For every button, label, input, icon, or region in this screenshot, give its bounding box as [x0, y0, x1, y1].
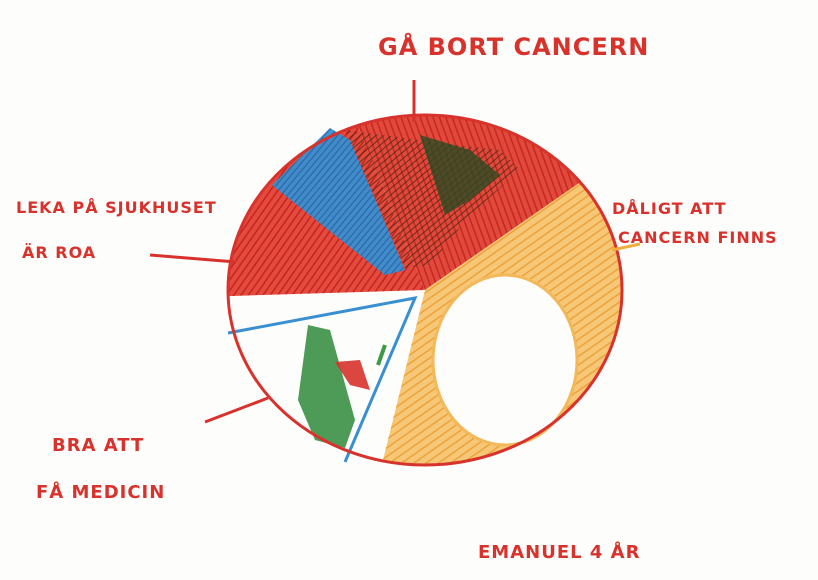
signature: EMANUEL 4 ÅR — [478, 540, 640, 563]
green-stroke — [376, 344, 387, 366]
label-bottom-line1: BRA ATT — [52, 435, 144, 456]
label-top: GÅ BORT CANCERN — [378, 32, 649, 61]
label-left-line1: LEKA PÅ SJUKHUSET — [16, 198, 217, 217]
green-medicine-scribble — [298, 325, 355, 448]
leader-line-bottom — [204, 396, 269, 424]
leader-line-left — [149, 253, 237, 264]
blue-scribble — [272, 128, 405, 275]
red-medicine-mark — [335, 360, 370, 390]
label-bottom-line2: FÅ MEDICIN — [36, 480, 165, 503]
green-patch — [420, 135, 500, 215]
pie-outline — [226, 113, 624, 467]
leader-lines — [149, 80, 641, 424]
leader-line-right — [611, 242, 641, 252]
label-right-line2: CANCERN FINNS — [618, 228, 778, 247]
medicine-slice-outline — [227, 296, 418, 463]
inner-highlight — [431, 273, 579, 447]
label-right-line1: DÅLIGT ATT — [612, 199, 726, 218]
label-left-line2: ÄR ROA — [22, 243, 96, 262]
